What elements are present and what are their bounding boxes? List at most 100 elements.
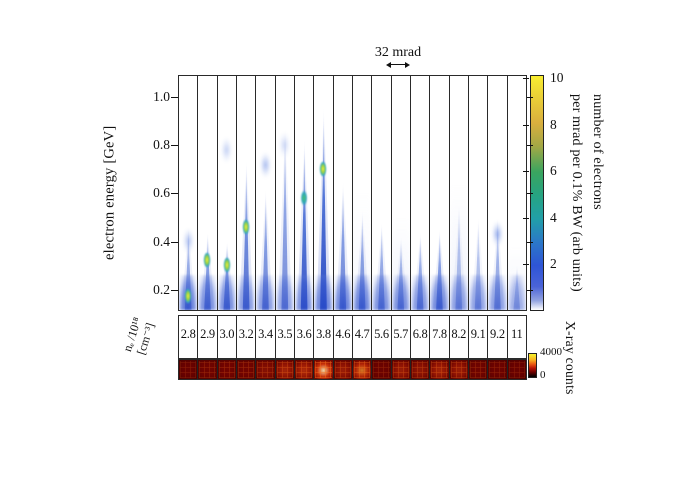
spectrum-panel [390, 76, 410, 310]
spectrum-panel [409, 76, 430, 310]
xray-tile [409, 360, 430, 379]
spectrum-panel [313, 76, 333, 310]
xray-tile [274, 360, 294, 379]
electron-spectrum-streak [281, 126, 289, 310]
energy-tick-mark [171, 289, 178, 291]
colorbar-tick-label: 2 [550, 256, 557, 272]
double-arrow-icon [386, 61, 410, 69]
xray-tile [467, 360, 488, 379]
colorbar-tick-label: 6 [550, 163, 557, 179]
density-label: 5.6 [371, 316, 390, 358]
density-label: 7.8 [429, 316, 448, 358]
density-label: 9.1 [467, 316, 487, 358]
density-label: 8.2 [448, 316, 468, 358]
xray-colorbar-min-label: 0 [540, 369, 546, 381]
spectrum-panel [216, 76, 236, 310]
energy-axis-title: electron energy [GeV] [101, 125, 118, 261]
spectrum-bright-core [184, 288, 192, 305]
energy-tick-mark [527, 193, 533, 195]
xray-tile [506, 360, 526, 379]
colorbar-tick-label: 4 [550, 209, 557, 225]
energy-tick-mark [171, 193, 178, 195]
energy-tick-mark [171, 96, 178, 98]
electron-spectrum-streak [436, 229, 443, 310]
electron-spectrum-streak [320, 107, 327, 310]
xray-tile [429, 360, 449, 379]
spectrum-panel [351, 76, 372, 310]
xray-tile [197, 360, 217, 379]
xray-colorbar-max-label: 4000 [540, 346, 562, 358]
colorbar-tick-mark [523, 171, 529, 173]
electron-spectrum-streak [184, 226, 192, 310]
electron-spectrum-streak [455, 202, 463, 310]
energy-tick-mark [171, 145, 178, 147]
xray-colorbar [528, 353, 537, 378]
electron-colorbar-title: number of electrons per mrad per 0.1% BW… [566, 75, 608, 311]
xray-tile [332, 360, 352, 379]
electron-spectrum-streak [242, 159, 250, 310]
xray-tile [390, 360, 410, 379]
spectrum-bright-core [319, 161, 327, 178]
electron-spectrum-streak [474, 217, 482, 310]
colorbar-tick-label: 10 [550, 70, 564, 86]
xray-tile [487, 360, 507, 379]
electron-spectrum-streak [204, 231, 211, 310]
spectrum-panel [487, 76, 507, 310]
electron-spectrum-streak [494, 217, 501, 310]
density-label: 3.4 [255, 316, 274, 358]
energy-tick-label: 1.0 [153, 88, 170, 104]
density-label: 2.8 [180, 326, 196, 341]
colorbar-tick-mark [523, 124, 529, 126]
density-label-row: 2.8 2.9 3.0 3.2 3.4 3.5 3.6 3.8 4.6 4.7 5.6 5.7 6.8 7… [178, 315, 527, 359]
electron-spectrum-streak [358, 210, 366, 310]
spectrum-panel [429, 76, 449, 310]
density-axis-title: nₑ /10¹⁸ [cm⁻³] [106, 310, 174, 364]
energy-tick-mark [527, 145, 533, 147]
density-label: 3.0 [216, 316, 236, 358]
energy-tick-mark [171, 241, 178, 243]
spectra-panels [178, 75, 527, 311]
angular-scale-label: 32 mrad [374, 45, 422, 60]
colorbar-tick-mark [523, 78, 529, 80]
energy-tick-label: 0.2 [153, 281, 170, 297]
colorbar-tick-label: 8 [550, 116, 557, 132]
xray-tile [293, 360, 314, 379]
spectrum-panel [371, 76, 391, 310]
spectrum-panel [293, 76, 314, 310]
electron-spectrum-streak [513, 265, 521, 310]
electron-colorbar-title-line1: number of electrons [590, 94, 605, 210]
xray-tile [235, 360, 256, 379]
density-label: 4.7 [351, 316, 371, 358]
colorbar-tick-mark [523, 264, 529, 266]
spectrum-panel [332, 76, 352, 310]
spectrum-panel [274, 76, 294, 310]
xray-tile-row [178, 359, 527, 380]
spectrum-panel [506, 76, 526, 310]
density-label: 9.2 [487, 316, 506, 358]
spectrum-panel [179, 76, 198, 310]
xray-tile [313, 360, 333, 379]
density-label: 11 [506, 316, 526, 358]
density-label: 2.9 [197, 316, 216, 358]
xray-tile [371, 360, 391, 379]
xray-tile [216, 360, 236, 379]
energy-tick-label: 0.4 [153, 233, 170, 249]
spectrum-bright-core [242, 218, 250, 235]
spectrum-panel [467, 76, 488, 310]
spectrum-panel [197, 76, 217, 310]
density-label: 4.6 [332, 316, 352, 358]
electron-spectrum-streak [262, 188, 269, 310]
spectrum-bright-core [300, 190, 308, 207]
spectrum-panel [255, 76, 275, 310]
spectrum-bright-core [223, 257, 231, 274]
energy-tick-label: 0.6 [153, 185, 170, 201]
xray-tile [448, 360, 468, 379]
density-label: 3.6 [293, 316, 313, 358]
density-label: 3.5 [274, 316, 294, 358]
electron-colorbar-title-line2: per mrad per 0.1% BW (arb units) [569, 94, 584, 292]
xray-counts-title: X-ray counts [563, 321, 578, 395]
density-label: 3.2 [235, 316, 255, 358]
density-label: 6.8 [409, 316, 429, 358]
energy-tick-mark [527, 96, 533, 98]
xray-tile [255, 360, 275, 379]
